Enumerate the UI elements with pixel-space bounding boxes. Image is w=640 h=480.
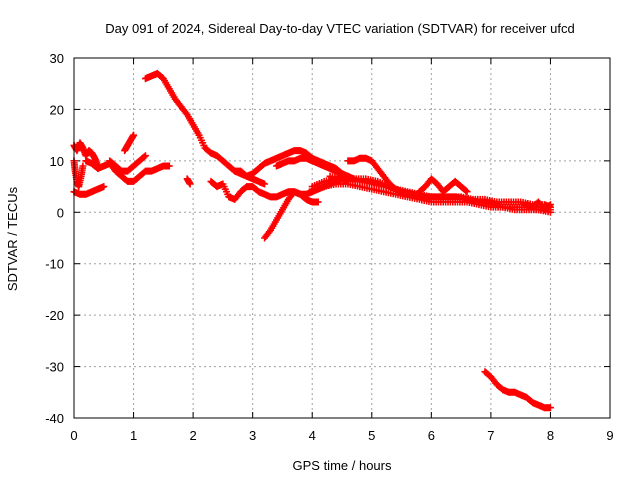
x-axis-label: GPS time / hours <box>293 458 392 473</box>
data-points <box>70 69 554 412</box>
data-point <box>141 152 149 160</box>
data-point <box>130 131 138 139</box>
series-track-h <box>183 175 194 188</box>
data-point <box>261 180 269 188</box>
series-track-p <box>344 154 400 193</box>
x-tick-label: 0 <box>70 428 77 443</box>
x-tick-label: 4 <box>309 428 316 443</box>
y-tick-label: 10 <box>50 154 64 169</box>
series-track-f <box>121 131 138 155</box>
plot-frame <box>73 57 611 419</box>
data-point <box>462 187 470 195</box>
x-tick-label: 3 <box>249 428 256 443</box>
y-tick-label: 30 <box>50 51 64 66</box>
y-tick-label: -40 <box>45 411 64 426</box>
grid <box>73 57 611 419</box>
data-point <box>165 162 173 170</box>
series-track-j <box>261 188 322 242</box>
data-point <box>392 185 400 193</box>
series-track-q <box>415 175 471 196</box>
series-track-d <box>82 157 173 185</box>
y-tick-label: -10 <box>45 257 64 272</box>
data-point <box>546 208 554 216</box>
data-point <box>545 202 553 210</box>
y-tick-label: -30 <box>45 360 64 375</box>
data-point <box>186 180 194 188</box>
y-tick-label: 20 <box>50 102 64 117</box>
data-point <box>390 184 398 192</box>
y-axis-label: SDTVAR / TECUs <box>5 186 20 291</box>
series-track-n <box>326 172 554 211</box>
x-tick-label: 5 <box>368 428 375 443</box>
x-tick-label: 1 <box>130 428 137 443</box>
series-track-c <box>70 183 108 198</box>
series-track-e <box>106 152 149 175</box>
x-tick-label: 6 <box>428 428 435 443</box>
series-track-a <box>70 139 102 170</box>
chart-title: Day 091 of 2024, Sidereal Day-to-day VTE… <box>105 21 574 36</box>
y-tick-label: -20 <box>45 308 64 323</box>
series-track-r <box>523 198 554 214</box>
data-point <box>100 183 108 191</box>
data-point <box>79 162 87 170</box>
x-tick-label: 9 <box>606 428 613 443</box>
series-track-s <box>481 368 554 412</box>
x-tick-label: 7 <box>487 428 494 443</box>
series-track-l <box>272 154 358 183</box>
tick-labels: 0 1 2 3 4 5 6 7 8 9 30 20 10 0 -10 -20 -30 -40 <box>45 51 613 443</box>
data-point <box>546 201 554 209</box>
y-tick-label: 0 <box>57 205 64 220</box>
x-tick-label: 2 <box>189 428 196 443</box>
data-point <box>546 404 554 412</box>
x-tick-label: 8 <box>547 428 554 443</box>
data-point <box>314 198 322 206</box>
data-point <box>463 188 471 196</box>
data-point <box>140 153 148 161</box>
